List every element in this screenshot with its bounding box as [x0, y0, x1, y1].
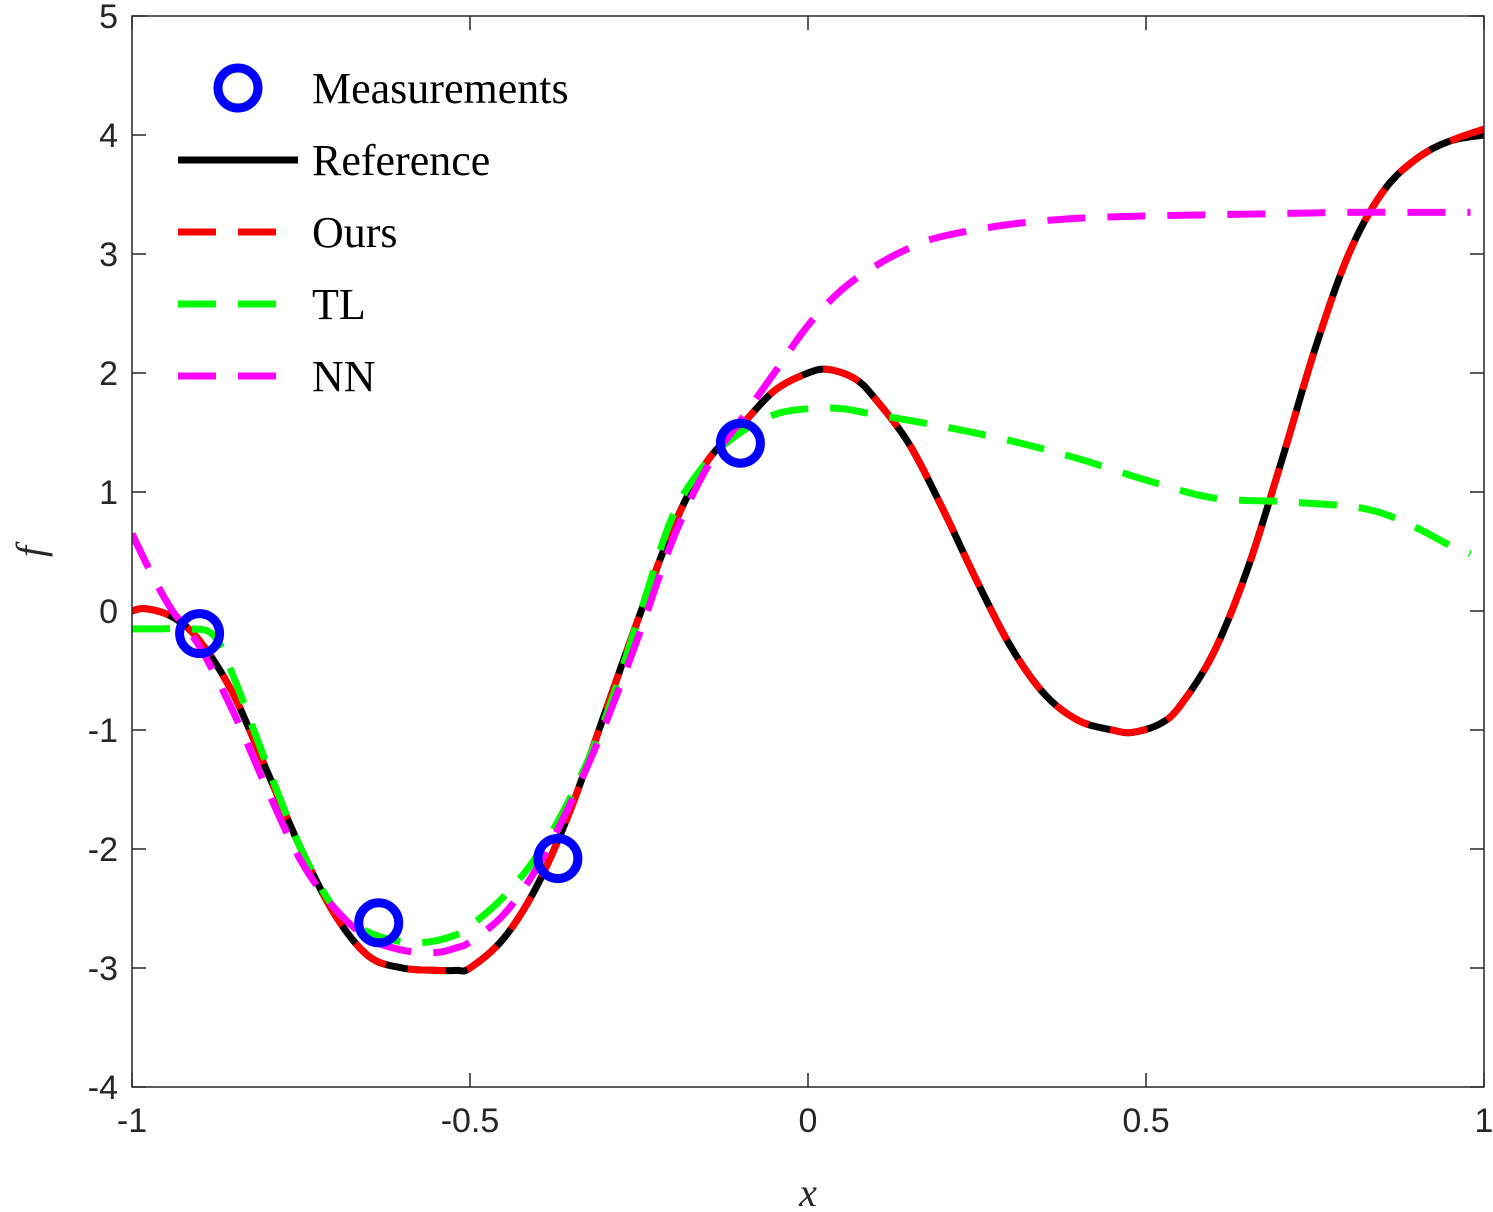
measurement-point — [533, 834, 583, 884]
y-tick-label: -4 — [88, 1069, 118, 1107]
y-tick-label: 4 — [99, 117, 118, 155]
legend-label-nn: NN — [312, 352, 376, 401]
x-tick-label: -0.5 — [441, 1102, 500, 1140]
y-tick-label: 2 — [99, 355, 118, 393]
legend-marker-measurements — [213, 63, 263, 113]
legend-label-tl: TL — [312, 280, 366, 329]
series-line-nn — [132, 208, 1471, 957]
x-axis-label: x — [798, 1170, 817, 1212]
x-tick-label: -1 — [117, 1102, 147, 1140]
y-tick-label: -2 — [88, 831, 118, 869]
legend: Measurements Reference Ours TL NN — [178, 63, 569, 401]
plot-area — [132, 125, 1484, 975]
x-tick-label: 0.5 — [1122, 1102, 1169, 1140]
measurement-point — [175, 609, 225, 659]
tick-labels: -1 -0.5 0 0.5 1 -4 -3 -2 -1 0 1 2 3 4 5 — [88, 0, 1493, 1140]
measurement-point — [715, 418, 765, 468]
y-tick-label: 0 — [99, 593, 118, 631]
measurement-point — [354, 898, 404, 948]
legend-label-ours: Ours — [312, 208, 398, 257]
y-tick-label: -3 — [88, 950, 118, 988]
series-line-tl — [132, 404, 1472, 947]
legend-label-measurements: Measurements — [312, 64, 569, 113]
y-tick-label: 5 — [99, 0, 118, 36]
x-tick-label: 0 — [799, 1102, 818, 1140]
legend-label-reference: Reference — [312, 136, 490, 185]
y-tick-label: 3 — [99, 236, 118, 274]
series-line-reference — [132, 131, 1484, 975]
plot-frame — [131, 15, 1485, 1088]
x-tick-label: 1 — [1475, 1102, 1493, 1140]
y-tick-label: 1 — [99, 474, 118, 512]
y-tick-label: -1 — [88, 712, 118, 750]
y-axis-label: f — [8, 541, 53, 557]
